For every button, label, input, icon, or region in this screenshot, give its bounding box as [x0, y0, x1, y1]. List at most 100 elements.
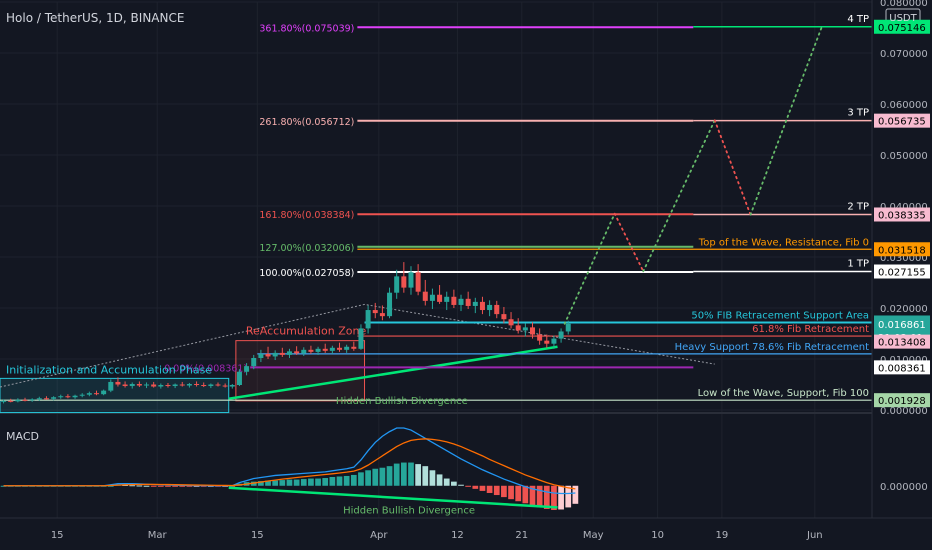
candle-body[interactable]	[322, 348, 328, 351]
candle-body[interactable]	[301, 349, 307, 354]
candle-body[interactable]	[58, 396, 64, 398]
candle-body[interactable]	[315, 348, 321, 352]
candle-body[interactable]	[179, 384, 185, 386]
candle-body[interactable]	[51, 397, 57, 399]
candle-body[interactable]	[429, 294, 435, 301]
candle-body[interactable]	[337, 347, 343, 350]
candle-body[interactable]	[43, 398, 49, 400]
candle-body[interactable]	[229, 385, 235, 387]
macd-histogram-bar	[543, 485, 550, 509]
macd-histogram-bar	[529, 485, 536, 506]
candle-body[interactable]	[172, 384, 178, 387]
candle-body[interactable]	[437, 294, 443, 302]
candle-body[interactable]	[551, 338, 557, 344]
candle-body[interactable]	[165, 385, 171, 387]
candle-body[interactable]	[522, 327, 528, 331]
price-badge-text: 0.031518	[878, 245, 926, 256]
candle-body[interactable]	[444, 296, 450, 302]
candle-body[interactable]	[544, 340, 550, 344]
candle-body[interactable]	[272, 352, 278, 357]
candle-body[interactable]	[22, 399, 28, 401]
candle-body[interactable]	[151, 384, 157, 387]
candle-body[interactable]	[144, 384, 150, 386]
candle-body[interactable]	[115, 381, 121, 385]
candle-body[interactable]	[372, 310, 378, 314]
candle-body[interactable]	[122, 384, 128, 387]
candle-body[interactable]	[72, 395, 78, 398]
candle-body[interactable]	[387, 292, 393, 317]
candle-body[interactable]	[529, 327, 535, 335]
candle-body[interactable]	[294, 351, 300, 354]
macd-divergence-label: Hidden Bullish Divergence	[343, 505, 475, 516]
candle-body[interactable]	[8, 400, 14, 402]
time-tick-label: 19	[716, 530, 729, 541]
macd-histogram-bar	[193, 485, 200, 487]
candle-body[interactable]	[194, 383, 200, 386]
candle-body[interactable]	[351, 346, 357, 349]
projection-segment	[613, 212, 645, 273]
macd-pane[interactable]: Hidden Bullish Divergence	[0, 427, 579, 516]
candle-body[interactable]	[86, 393, 92, 395]
candle-body[interactable]	[222, 385, 228, 387]
grid-lines	[0, 1, 932, 518]
candle-body[interactable]	[36, 398, 42, 400]
macd-histogram-bar	[400, 462, 407, 486]
candle-body[interactable]	[408, 272, 414, 288]
candle-body[interactable]	[365, 310, 371, 329]
candle-body[interactable]	[286, 351, 292, 355]
candle-body[interactable]	[487, 304, 493, 311]
candle-body[interactable]	[65, 396, 71, 398]
candle-body[interactable]	[244, 366, 250, 372]
macd-histogram-bar	[572, 485, 579, 504]
candle-body[interactable]	[565, 323, 571, 332]
candle-body[interactable]	[401, 276, 407, 288]
candle-body[interactable]	[136, 383, 142, 386]
candle-body[interactable]	[93, 393, 99, 395]
candle-body[interactable]	[1, 400, 7, 402]
candle-body[interactable]	[265, 353, 271, 357]
candle-body[interactable]	[451, 296, 457, 305]
zones-layer	[0, 303, 715, 414]
candle-body[interactable]	[101, 390, 107, 395]
time-tick-label: 15	[251, 530, 264, 541]
candle-body[interactable]	[29, 399, 35, 401]
candle-body[interactable]	[79, 394, 85, 396]
candle-body[interactable]	[558, 331, 564, 339]
candle-body[interactable]	[279, 352, 285, 355]
candle-body[interactable]	[308, 349, 314, 352]
candle-body[interactable]	[344, 346, 350, 350]
candle-body[interactable]	[465, 298, 471, 306]
candle-body[interactable]	[458, 298, 464, 305]
macd-histogram-bar	[258, 481, 264, 486]
candle-body[interactable]	[472, 301, 478, 306]
candle-body[interactable]	[537, 334, 543, 341]
candle-body[interactable]	[201, 385, 207, 387]
candle-body[interactable]	[422, 291, 428, 301]
candle-body[interactable]	[108, 381, 114, 391]
candle-body[interactable]	[415, 272, 421, 292]
candle-body[interactable]	[186, 383, 192, 386]
candle-body[interactable]	[379, 313, 385, 317]
candle-body[interactable]	[215, 384, 221, 386]
candles-layer[interactable]	[1, 262, 571, 404]
candle-body[interactable]	[236, 371, 242, 386]
candle-body[interactable]	[208, 384, 214, 387]
candle-body[interactable]	[501, 314, 507, 320]
candle-body[interactable]	[158, 385, 164, 387]
price-badge	[874, 113, 930, 128]
candle-body[interactable]	[15, 399, 21, 402]
candle-body[interactable]	[508, 319, 514, 326]
annotation-label: 61.8% Fib Retracement	[752, 324, 869, 335]
candle-body[interactable]	[329, 347, 335, 351]
candle-body[interactable]	[394, 276, 400, 293]
candle-body[interactable]	[251, 357, 257, 367]
candle-body[interactable]	[515, 325, 521, 331]
time-tick-label: May	[583, 530, 604, 541]
candle-body[interactable]	[129, 383, 135, 387]
candle-body[interactable]	[479, 301, 485, 311]
candle-body[interactable]	[258, 353, 264, 358]
candle-body[interactable]	[358, 328, 364, 349]
candle-body[interactable]	[494, 304, 500, 315]
projection-segment	[749, 25, 823, 216]
